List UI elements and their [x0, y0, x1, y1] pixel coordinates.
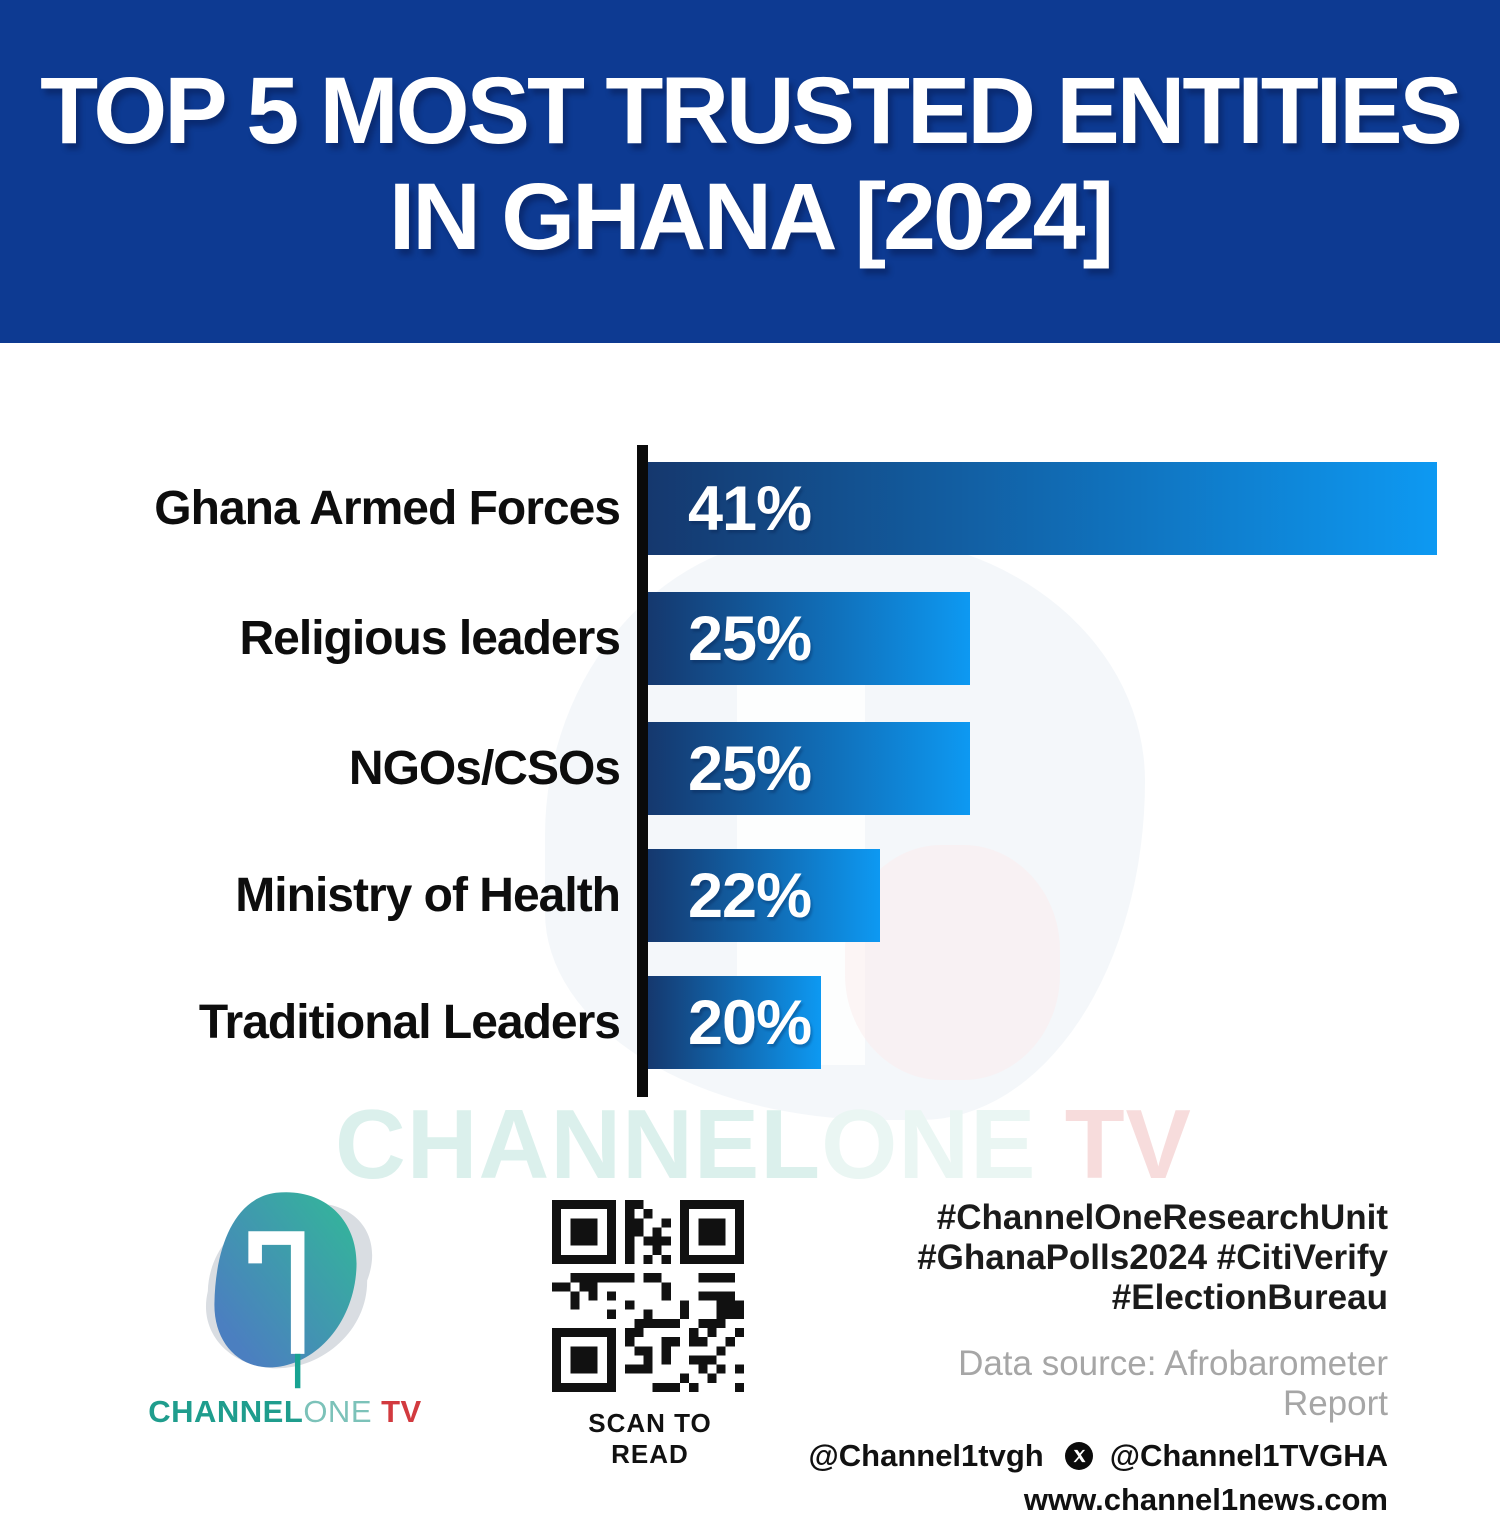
channel-one-watermark: CHANNELONE TV — [335, 1088, 1215, 1201]
hashtag-line-3: #ElectionBureau — [1111, 1277, 1388, 1317]
social-handle-2: @Channel1TVGHA — [1109, 1437, 1388, 1473]
background-logo-tv-tint — [845, 845, 1060, 1080]
page-title-line2: IN GHANA [2024] — [388, 164, 1114, 271]
bar-row: Ministry of Health 22% — [0, 849, 1500, 942]
channel-one-logo-block: CHANNELONE TV — [140, 1180, 430, 1430]
footer-right-block: #ChannelOneResearchUnit #GhanaPolls2024 … — [809, 1198, 1388, 1518]
qr-code — [552, 1200, 744, 1392]
page-title-line1: TOP 5 MOST TRUSTED ENTITIES — [40, 58, 1463, 164]
bar: 25% — [648, 722, 970, 815]
hashtag-line-1: #ChannelOneResearchUnit — [936, 1198, 1388, 1237]
bar-category-label: Traditional Leaders — [198, 996, 621, 1049]
social-handle-1: @Channel1tvgh — [808, 1437, 1044, 1473]
chart-axis-line — [637, 445, 648, 1097]
x-icon-wrap — [1064, 1441, 1093, 1470]
page-title: TOP 5 MOST TRUSTED ENTITIES IN GHANA [20… — [0, 58, 1500, 271]
bar: 41% — [648, 462, 1437, 555]
data-source-text: Data source: Afrobarometer Report — [958, 1343, 1388, 1423]
bar-value-label: 25% — [688, 603, 812, 674]
brand-one: ONE — [303, 1394, 372, 1429]
brand-tv: TV — [372, 1394, 422, 1429]
bar-category-label: NGOs/CSOs — [348, 742, 621, 795]
bar-value-label: 25% — [688, 733, 812, 804]
channel-one-logo-icon — [206, 1192, 373, 1389]
bar-value-label: 20% — [688, 987, 812, 1058]
bar-category-label: Religious leaders — [239, 612, 621, 665]
brand-wordmark: CHANNELONE TV — [140, 1394, 430, 1430]
brand-channel: CHANNEL — [148, 1394, 304, 1429]
social-row: @Channel1tvgh @Channel1TVGHA — [809, 1437, 1388, 1474]
watermark-channel: CHANNEL — [335, 1089, 822, 1199]
qr-block: SCAN TO READ — [552, 1200, 748, 1470]
bar-row: Religious leaders 25% — [0, 592, 1500, 685]
logo-numeral-one — [248, 1231, 305, 1354]
x-icon — [1064, 1441, 1093, 1470]
bar-category-label: Ministry of Health — [235, 869, 621, 922]
bar-row: NGOs/CSOs 25% — [0, 722, 1500, 815]
hashtag-line-2: #GhanaPolls2024 #CitiVerify — [917, 1237, 1388, 1277]
bar: 22% — [648, 849, 880, 942]
watermark-tv: TV — [1036, 1089, 1192, 1199]
bar-value-label: 41% — [688, 473, 812, 544]
bar-category-label: Ghana Armed Forces — [154, 482, 621, 535]
header-banner: TOP 5 MOST TRUSTED ENTITIES IN GHANA [20… — [0, 0, 1500, 343]
qr-scan-label: SCAN TO READ — [588, 1408, 712, 1469]
bar: 20% — [648, 976, 821, 1069]
bar-row: Traditional Leaders 20% — [0, 976, 1500, 1069]
watermark-one: ONE — [821, 1089, 1037, 1199]
bar: 25% — [648, 592, 970, 685]
bar-row: Ghana Armed Forces 41% — [0, 462, 1500, 555]
bar-value-label: 22% — [688, 860, 812, 931]
